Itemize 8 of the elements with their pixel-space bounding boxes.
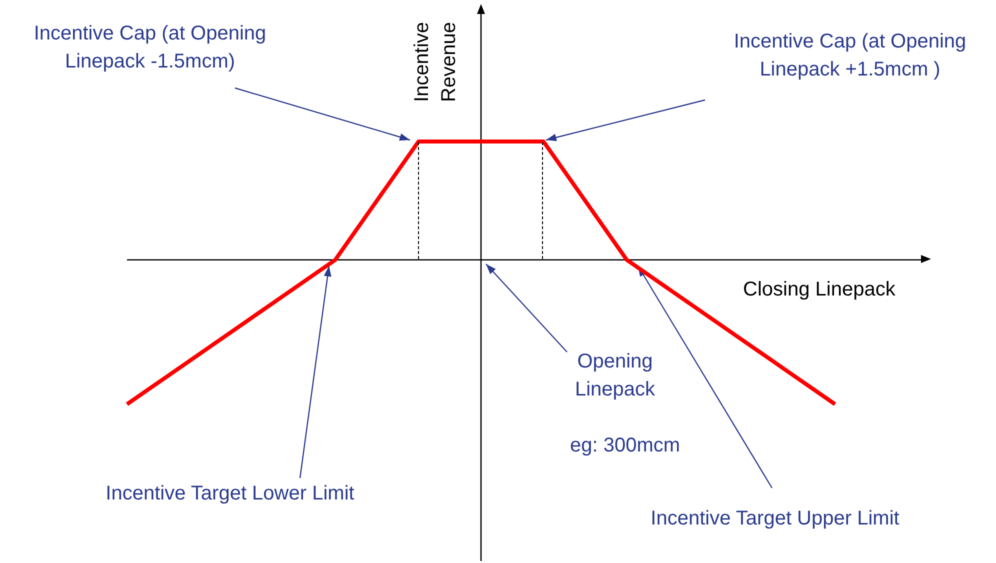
x-axis-title: Closing Linepack — [743, 278, 896, 300]
text: Incentive Target Lower Limit — [106, 482, 355, 505]
annotation: Opening Linepack — [574, 350, 656, 401]
y-axis-title: Incentive Revenue — [411, 22, 460, 102]
text: Incentive Target Upper Limit — [650, 508, 900, 530]
text: eg: 300mcm — [570, 434, 680, 457]
text: Incentive Cap (at Opening Linepack -1.5mcm) — [34, 22, 266, 73]
text: Incentive Cap (at Opening Linepack +1.5mcm ) — [734, 30, 966, 81]
